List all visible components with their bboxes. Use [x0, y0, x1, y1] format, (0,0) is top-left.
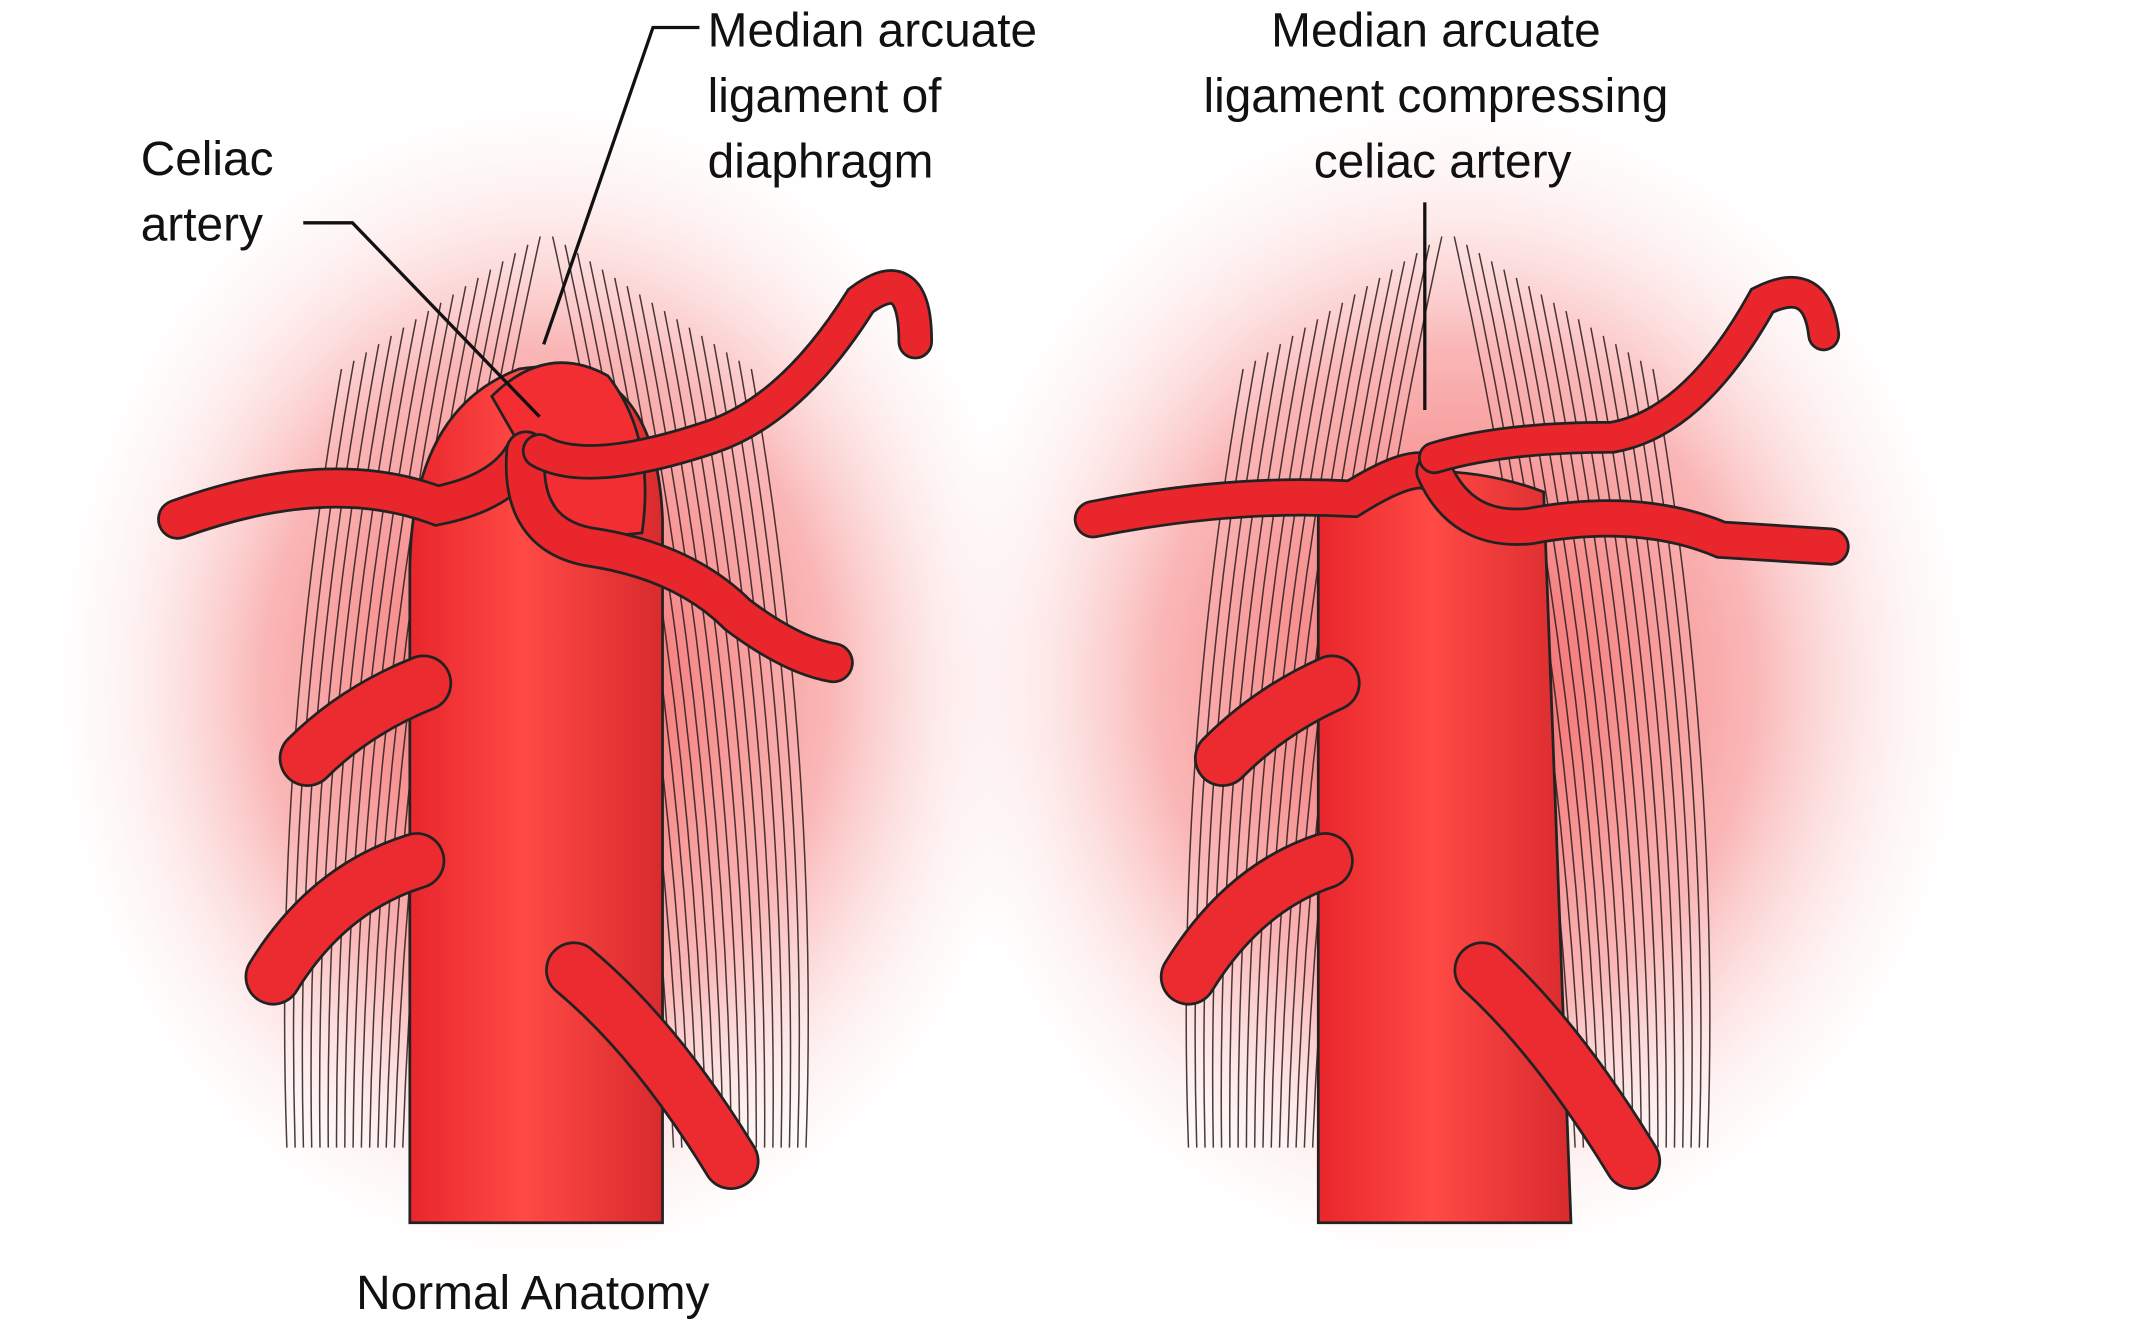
label: Celiac artery — [141, 133, 287, 252]
panel-normal: Celiac artery Median arcuate ligament of… — [0, 5, 1071, 1324]
label-line: Median arcuate — [708, 5, 1037, 58]
caption: Normal Anatomy — [356, 1267, 709, 1320]
fade — [1071, 956, 2142, 1324]
label: Median arcuate ligament compressing celi… — [1203, 5, 1681, 189]
label-line: Median arcuate — [1271, 5, 1600, 58]
label: Median arcuate ligament of diaphragm — [708, 5, 1051, 189]
label-line: ligament compressing — [1203, 70, 1668, 123]
label-line: artery — [141, 199, 263, 252]
fade — [0, 956, 1071, 1324]
leader-line — [303, 221, 541, 418]
label-line: ligament of — [708, 70, 943, 123]
panel-compressed: Median arcuate ligament compressing celi… — [908, 5, 2142, 1324]
label-line: celiac artery — [1314, 136, 1572, 189]
leader-line — [542, 25, 700, 345]
label-line: Celiac — [141, 133, 274, 186]
label-line: diaphragm — [708, 136, 934, 189]
